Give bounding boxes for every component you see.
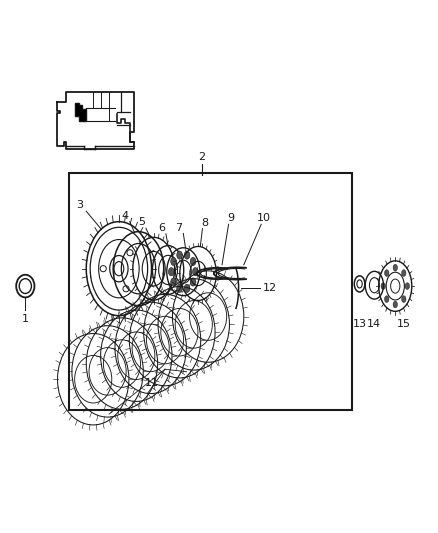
Ellipse shape: [385, 296, 389, 302]
Polygon shape: [74, 103, 86, 120]
Ellipse shape: [184, 284, 190, 293]
Ellipse shape: [171, 278, 177, 286]
Ellipse shape: [381, 283, 385, 289]
Ellipse shape: [393, 301, 397, 308]
Text: 1: 1: [22, 314, 29, 325]
Ellipse shape: [177, 251, 182, 259]
Ellipse shape: [177, 284, 182, 293]
Text: 10: 10: [256, 213, 270, 223]
Text: 6: 6: [158, 223, 165, 233]
Ellipse shape: [393, 264, 397, 271]
Text: 4: 4: [122, 211, 129, 221]
Ellipse shape: [190, 257, 196, 265]
Ellipse shape: [385, 270, 389, 277]
Text: 12: 12: [262, 284, 277, 293]
Ellipse shape: [405, 283, 410, 289]
Ellipse shape: [190, 278, 196, 286]
Text: 2: 2: [198, 152, 205, 162]
Text: 3: 3: [76, 200, 83, 210]
Text: 15: 15: [397, 319, 411, 329]
Ellipse shape: [168, 268, 174, 276]
Text: 5: 5: [138, 217, 145, 228]
Ellipse shape: [171, 257, 177, 265]
Text: 14: 14: [367, 319, 381, 329]
Text: 9: 9: [227, 213, 234, 223]
Ellipse shape: [184, 251, 190, 259]
Text: 7: 7: [175, 223, 183, 232]
Ellipse shape: [402, 296, 406, 302]
Text: 11: 11: [145, 378, 159, 388]
Text: 8: 8: [201, 218, 208, 228]
Ellipse shape: [402, 270, 406, 277]
Text: 13: 13: [353, 319, 367, 329]
Bar: [69, 173, 352, 410]
Ellipse shape: [193, 268, 198, 276]
